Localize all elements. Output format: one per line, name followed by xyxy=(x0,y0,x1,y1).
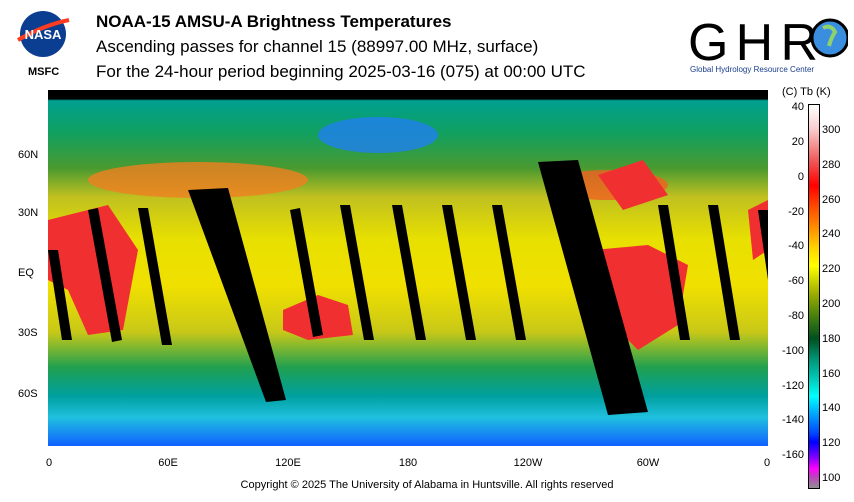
colorbar-celsius-tick: -140 xyxy=(781,414,804,427)
lon-label-60e: 60E xyxy=(158,457,178,469)
colorbar-celsius-tick: -40 xyxy=(788,240,804,253)
colorbar-kelvin-tick: 100 xyxy=(822,472,841,484)
colorbar-celsius-tick: 40 xyxy=(791,101,804,114)
colorbar-kelvin-tick: 280 xyxy=(822,158,841,171)
colorbar-kelvin-tick: 140 xyxy=(822,402,841,415)
lon-label-120e: 120E xyxy=(275,457,301,469)
colorbar-kelvin-tick: 240 xyxy=(822,228,841,241)
msfc-label: MSFC xyxy=(28,66,60,78)
copyright: Copyright © 2025 The University of Alaba… xyxy=(240,479,614,491)
colorbar-celsius-tick: -100 xyxy=(781,344,804,357)
map-subtitle: Ascending passes for channel 15 (88997.0… xyxy=(96,37,539,56)
missing-data-swaths xyxy=(48,160,768,415)
colorbar-kelvin-tick: 200 xyxy=(822,298,841,310)
lat-label-30s: 30S xyxy=(18,327,38,339)
colorbar-celsius-tick: 0 xyxy=(797,170,804,183)
colorbar-celsius-tick: -80 xyxy=(788,309,804,322)
colorbar-kelvin-tick: 120 xyxy=(822,437,841,450)
colorbar-celsius-tick: -20 xyxy=(788,205,804,218)
lon-label-60w: 60W xyxy=(636,457,660,469)
colorbar-kelvin-tick: 260 xyxy=(822,193,841,206)
svg-text:GHR: GHR xyxy=(688,14,818,72)
lat-label-30n: 30N xyxy=(18,207,39,219)
map-period: For the 24-hour period beginning 2025-03… xyxy=(96,62,586,81)
lon-label-0-end: 0 xyxy=(763,457,771,469)
colorbar-kelvin-tick: 180 xyxy=(822,332,841,345)
colorbar-celsius-tick: 20 xyxy=(791,135,804,148)
colorbar-celsius-tick: -60 xyxy=(788,275,804,288)
lat-label-60n: 60N xyxy=(18,149,39,161)
colorbar-celsius-tick: -160 xyxy=(781,449,804,462)
lat-label-eq: EQ xyxy=(18,267,34,279)
ghrc-full-name: Global Hydrology Resource Center xyxy=(690,65,815,74)
nasa-logo: NASA xyxy=(17,11,70,57)
ghrc-logo: GHR xyxy=(688,14,848,72)
colorbar-kelvin-tick: 220 xyxy=(822,263,841,276)
lon-label-0: 0 xyxy=(45,457,53,469)
colorbar-kelvin-tick: 160 xyxy=(822,367,841,380)
lon-label-120w: 120W xyxy=(513,457,543,469)
lon-label-180: 180 xyxy=(398,457,418,469)
brightness-temperature-map xyxy=(48,90,768,446)
colorbar-celsius-tick: -120 xyxy=(781,379,804,392)
colorbar-header: (C) Tb (K) xyxy=(782,86,831,98)
colorbar xyxy=(808,104,820,489)
colorbar-kelvin-tick: 300 xyxy=(822,124,841,136)
svg-text:NASA: NASA xyxy=(25,27,62,42)
map-title: NOAA-15 AMSU-A Brightness Temperatures xyxy=(96,12,452,31)
lat-label-60s: 60S xyxy=(18,388,38,400)
